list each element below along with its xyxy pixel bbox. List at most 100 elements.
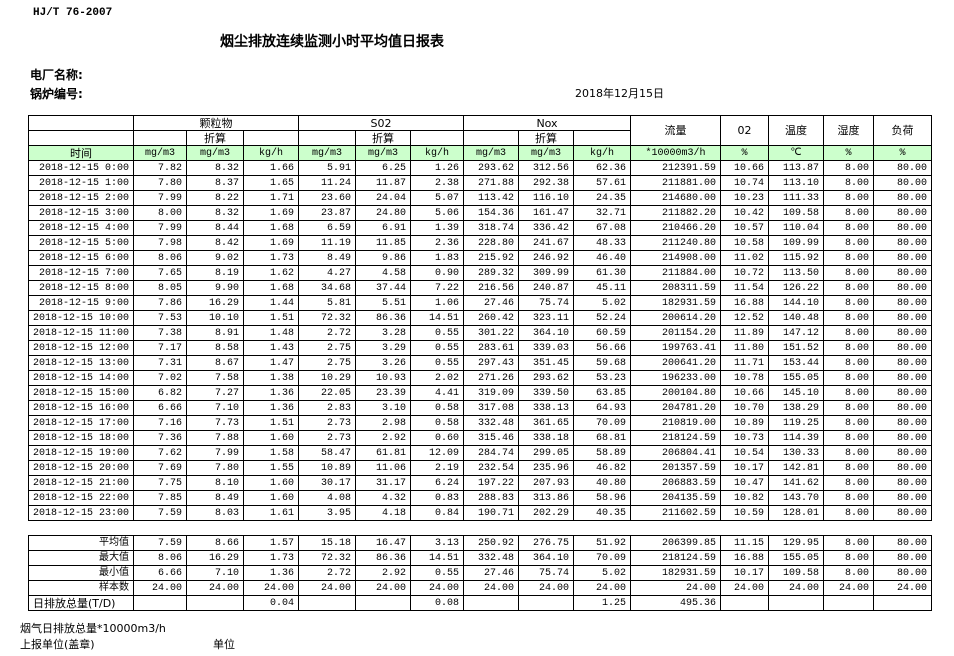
table-row: 2018-12-15 5:00 7.98 8.42 1.69 11.19 11.85 2.3… [27, 235, 933, 251]
value-cell: 8.00 [823, 355, 875, 371]
value-cell: 153.44 [768, 355, 825, 371]
value-cell: 271.26 [463, 370, 520, 386]
value-cell: 1.68 [243, 280, 300, 296]
summary-value: 16.88 [720, 550, 770, 566]
column-header: 负荷 [873, 115, 933, 146]
value-cell: 297.43 [463, 355, 520, 371]
value-cell: 246.92 [518, 250, 575, 266]
unit-header: *10000m3/h [630, 145, 722, 161]
value-cell: 23.39 [355, 385, 412, 401]
value-cell: 2.75 [298, 340, 357, 356]
value-cell: 8.10 [186, 475, 245, 491]
value-cell: 8.00 [823, 235, 875, 251]
value-cell: 9.86 [355, 250, 412, 266]
value-cell: 8.06 [133, 250, 188, 266]
empty-cell [573, 130, 632, 146]
value-cell: 318.74 [463, 220, 520, 236]
value-cell: 208311.59 [630, 280, 722, 296]
value-cell: 210819.00 [630, 415, 722, 431]
summary-value: 24.00 [463, 580, 520, 596]
unit-header: ℃ [768, 145, 825, 161]
value-cell: 1.38 [243, 370, 300, 386]
value-cell: 147.12 [768, 325, 825, 341]
value-cell: 80.00 [873, 280, 933, 296]
value-cell: 293.62 [463, 160, 520, 176]
value-cell: 6.66 [133, 400, 188, 416]
summary-value: 6.66 [133, 565, 188, 581]
value-cell: 1.26 [410, 160, 465, 176]
report-date: 2018年12月15日 [575, 87, 664, 100]
value-cell: 271.88 [463, 175, 520, 191]
value-cell: 216.56 [463, 280, 520, 296]
time-cell: 2018-12-15 22:00 [27, 490, 135, 506]
value-cell: 8.00 [823, 340, 875, 356]
value-cell: 7.16 [133, 415, 188, 431]
value-cell: 80.00 [873, 385, 933, 401]
value-cell: 232.54 [463, 460, 520, 476]
value-cell: 109.58 [768, 205, 825, 221]
value-cell: 4.18 [355, 505, 412, 521]
value-cell: 201357.59 [630, 460, 722, 476]
time-cell: 2018-12-15 8:00 [27, 280, 135, 296]
value-cell: 336.42 [518, 220, 575, 236]
time-cell: 2018-12-15 6:00 [27, 250, 135, 266]
summary-value: 14.51 [410, 550, 465, 566]
value-cell: 109.99 [768, 235, 825, 251]
unit-header: mg/m3 [463, 145, 520, 161]
table-row: 2018-12-15 16:00 6.66 7.10 1.36 2.83 3.10 0.58… [27, 400, 933, 416]
value-cell: 86.36 [355, 310, 412, 326]
summary-value: 129.95 [768, 535, 825, 551]
table-row: 2018-12-15 2:00 7.99 8.22 1.71 23.60 24.04 5.0… [27, 190, 933, 206]
empty-cell [823, 520, 874, 536]
table-row: 样本数 24.00 24.00 24.00 24.00 24.00 24.00 24.00 24… [27, 580, 933, 596]
value-cell: 1.58 [243, 445, 300, 461]
summary-value: 8.00 [823, 535, 875, 551]
summary-value: 24.00 [768, 580, 825, 596]
value-cell: 3.28 [355, 325, 412, 341]
empty-cell [873, 520, 932, 536]
value-cell: 196233.00 [630, 370, 722, 386]
value-cell: 60.59 [573, 325, 632, 341]
value-cell: 144.10 [768, 295, 825, 311]
empty-cell [355, 520, 411, 536]
value-cell: 80.00 [873, 160, 933, 176]
empty-cell [873, 595, 933, 611]
time-cell: 2018-12-15 7:00 [27, 265, 135, 281]
value-cell: 8.22 [186, 190, 245, 206]
summary-value: 27.46 [463, 565, 520, 581]
value-cell: 10.23 [720, 190, 770, 206]
empty-cell [27, 115, 135, 131]
value-cell: 10.70 [720, 400, 770, 416]
unit-header: mg/m3 [298, 145, 357, 161]
value-cell: 8.42 [186, 235, 245, 251]
time-cell: 2018-12-15 4:00 [27, 220, 135, 236]
value-cell: 5.81 [298, 295, 357, 311]
value-cell: 12.52 [720, 310, 770, 326]
value-cell: 1.73 [243, 250, 300, 266]
empty-cell [720, 595, 770, 611]
summary-value: 80.00 [873, 535, 933, 551]
value-cell: 8.00 [823, 205, 875, 221]
value-cell: 61.81 [355, 445, 412, 461]
value-cell: 37.44 [355, 280, 412, 296]
summary-value: 24.00 [133, 580, 188, 596]
value-cell: 7.99 [133, 220, 188, 236]
value-cell: 339.50 [518, 385, 575, 401]
unit-header: kg/h [243, 145, 300, 161]
value-cell: 111.33 [768, 190, 825, 206]
value-cell: 14.51 [410, 310, 465, 326]
value-cell: 7.10 [186, 400, 245, 416]
value-cell: 110.04 [768, 220, 825, 236]
value-cell: 7.99 [186, 445, 245, 461]
value-cell: 241.67 [518, 235, 575, 251]
value-cell: 338.18 [518, 430, 575, 446]
value-cell: 8.00 [823, 325, 875, 341]
table-row: 平均值 7.59 8.66 1.57 15.18 16.47 3.13 250.92 276.7… [27, 535, 933, 551]
summary-value: 24.00 [573, 580, 632, 596]
table-row: 2018-12-15 21:00 7.75 8.10 1.60 30.17 31.17 6.… [27, 475, 933, 491]
unit-header: % [823, 145, 875, 161]
summary-value: 8.66 [186, 535, 245, 551]
value-cell: 16.88 [720, 295, 770, 311]
summary-value: 7.10 [186, 565, 245, 581]
value-cell: 299.05 [518, 445, 575, 461]
